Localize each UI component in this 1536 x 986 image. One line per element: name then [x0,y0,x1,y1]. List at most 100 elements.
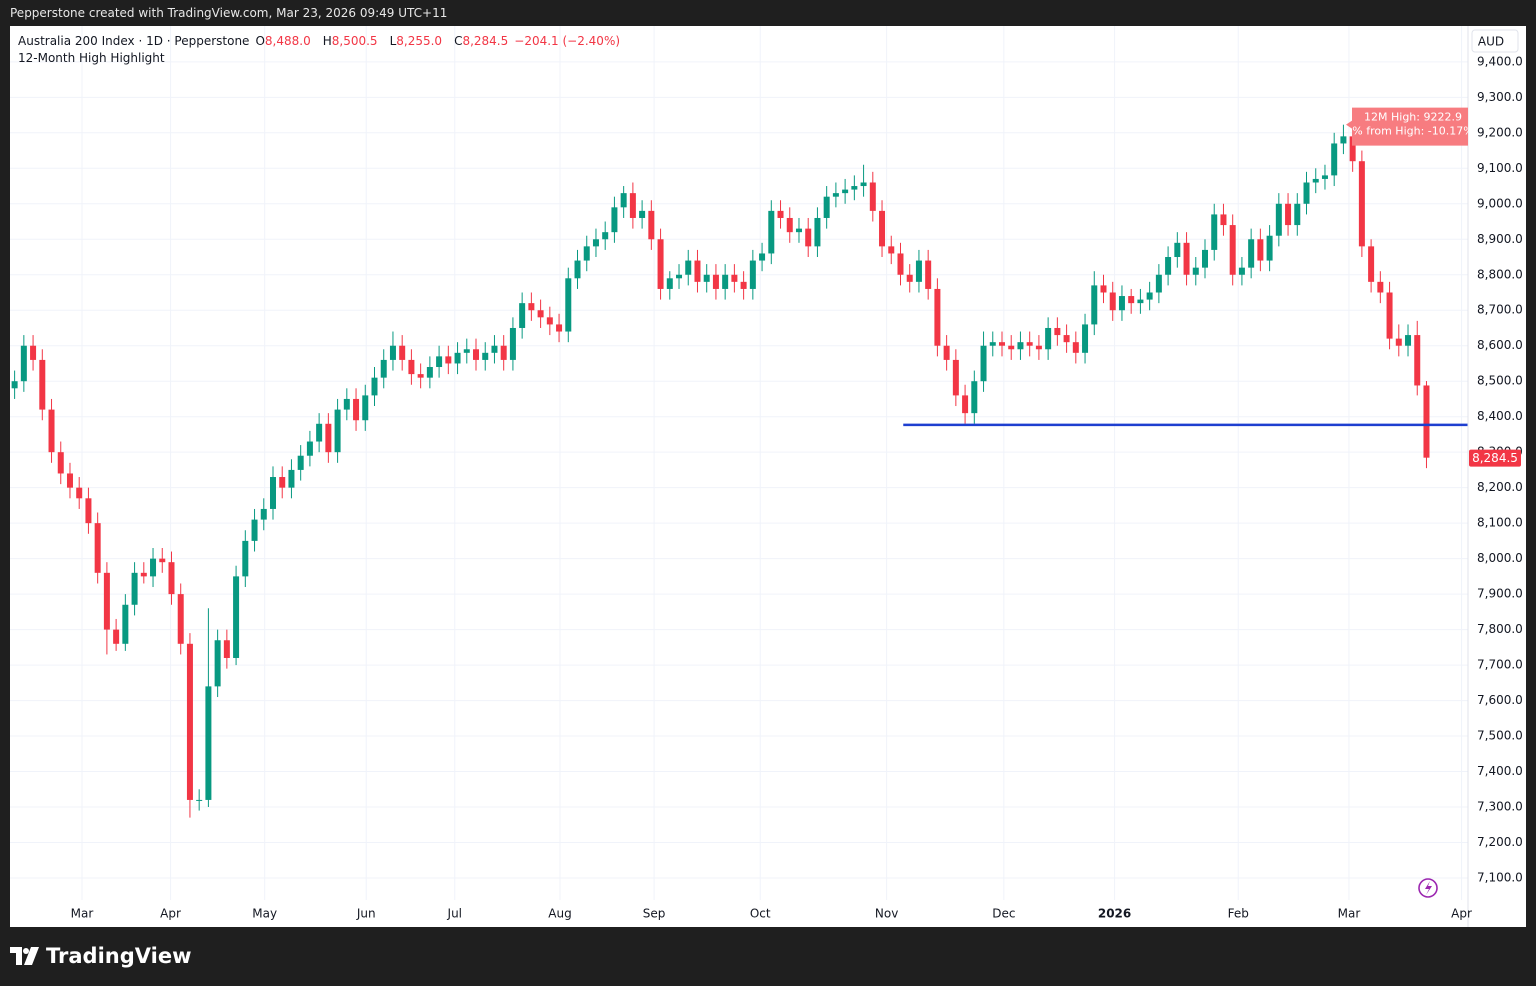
candle-body [620,193,627,208]
candle-body [943,345,950,360]
x-tick-label: Mar [1338,907,1361,921]
candle-body [306,441,313,456]
y-tick-label: 8,500.0 [1477,374,1523,388]
candle-body [131,572,138,605]
flash-icon [1418,878,1438,898]
candle-body [1349,136,1356,162]
y-tick-label: 9,300.0 [1477,90,1523,104]
candle-body [851,186,858,190]
candle-body [1395,338,1402,346]
y-tick-label: 7,600.0 [1477,693,1523,707]
y-tick-label: 7,700.0 [1477,658,1523,672]
candle-body [482,352,489,360]
y-tick-label: 8,400.0 [1477,409,1523,423]
y-tick-label: 7,500.0 [1477,729,1523,743]
candle-body [860,182,867,187]
x-tick-label: Jun [356,907,376,921]
currency: AUD [1478,35,1504,49]
candle-body [1091,285,1098,325]
candle-body [159,558,166,563]
candle-body [260,508,267,520]
candle-body [214,640,221,687]
candle-body [1285,203,1292,226]
candle-body [915,260,922,282]
candle-body [602,232,609,240]
candle-body [1414,335,1421,386]
candle-body [1008,345,1015,350]
candle-body [177,594,184,644]
candle-body [140,572,147,577]
candle-body [823,196,830,218]
ohlc-value: 8,284.5 [462,34,509,48]
candle-body [269,477,276,509]
candle-body [685,260,692,275]
candle-body [417,374,424,378]
candle-body [666,278,673,289]
currency-box [1471,29,1519,53]
symbol: Australia 200 Index · 1D · Pepperstone [18,34,250,48]
ohlc-value: 8,255.0 [396,34,443,48]
ohlc-key: H [322,34,332,48]
candle-body [869,182,876,211]
candle-body [537,310,544,318]
candle-body [759,253,766,261]
candle-body [786,217,793,233]
y-tick-label: 9,000.0 [1477,196,1523,210]
candle-body [85,498,92,524]
candle-body [592,239,599,247]
candle-body [30,345,37,360]
candle-body [546,317,553,325]
candle-body [1321,175,1328,179]
ohlc-key: C [454,34,463,48]
change: −204.1 (−2.40%) [514,34,621,48]
x-tick-label: Oct [750,907,771,921]
y-tick-label: 8,700.0 [1477,303,1523,317]
candle-body [1220,214,1227,226]
attribution: Pepperstone created with TradingView.com… [10,6,448,20]
x-tick-label: Sep [643,907,666,921]
y-tick-label: 7,800.0 [1477,622,1523,636]
candle-body [1377,281,1384,293]
y-tick-label: 7,300.0 [1477,800,1523,814]
candle-body [989,342,996,346]
candle-body [11,381,18,389]
candle-body [186,643,193,800]
candle-body [1017,342,1024,350]
candle-body [998,342,1005,346]
chart-panel [10,26,1526,927]
ohlc-value: 8,500.5 [331,34,378,48]
candle-body [1266,235,1273,261]
footer: TradingView [10,944,191,968]
x-tick-label: May [252,907,277,921]
candle-body [1109,292,1116,311]
brand: TradingView [46,944,192,968]
candle-body [611,207,618,233]
candle-body [445,356,452,364]
candle-body [574,260,581,279]
candle-body [473,349,480,360]
candle-body [1063,335,1070,343]
candle-body [694,260,701,282]
candle-body [777,210,784,218]
candle-body [371,377,378,396]
y-tick-label: 9,200.0 [1477,125,1523,139]
annotation-text: 12M High: 9222.9 [1364,111,1462,124]
x-tick-label: Jul [447,907,462,921]
candle-body [1192,267,1199,275]
candle-body [1303,182,1310,204]
candle-body [1340,136,1347,144]
candle-body [934,288,941,346]
candle-body [795,228,802,233]
candle-body [648,210,655,240]
candle-body [1202,249,1209,268]
x-tick-label: 2026 [1098,907,1131,921]
candle-body [1294,203,1301,226]
candle-body [1423,385,1430,458]
candle-body [399,345,406,360]
candle-body [1165,257,1172,275]
candle-body [491,345,498,353]
candle-body [389,345,396,360]
candle-body [1174,242,1181,258]
candle-body [676,274,683,279]
